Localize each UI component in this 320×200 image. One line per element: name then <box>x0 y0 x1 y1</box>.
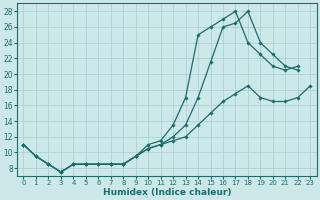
X-axis label: Humidex (Indice chaleur): Humidex (Indice chaleur) <box>103 188 231 197</box>
